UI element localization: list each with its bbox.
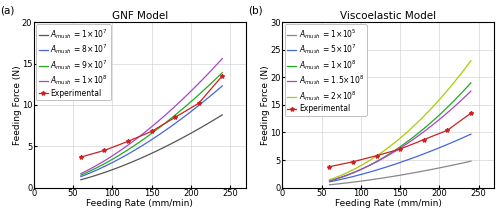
Title: Viscoelastic Model: Viscoelastic Model [340, 11, 436, 21]
Y-axis label: Feeding Force (N): Feeding Force (N) [262, 65, 270, 145]
Title: GNF Model: GNF Model [112, 11, 168, 21]
Y-axis label: Feeding Force (N): Feeding Force (N) [13, 65, 22, 145]
X-axis label: Feeding Rate (mm/min): Feeding Rate (mm/min) [86, 199, 193, 208]
Text: (b): (b) [248, 6, 263, 16]
X-axis label: Feeding Rate (mm/min): Feeding Rate (mm/min) [335, 199, 442, 208]
Text: (a): (a) [0, 6, 14, 16]
Legend: $A_{mush}$ = 1×10$^7$, $A_{mush}$ = 8×10$^7$, $A_{mush}$ = 9×10$^7$, $A_{mush}$ : $A_{mush}$ = 1×10$^7$, $A_{mush}$ = 8×10… [36, 24, 111, 101]
Legend: $A_{mush}$ = 1×10$^5$, $A_{mush}$ = 5×10$^7$, $A_{mush}$ = 1×10$^8$, $A_{mush}$ : $A_{mush}$ = 1×10$^5$, $A_{mush}$ = 5×10… [284, 24, 366, 116]
